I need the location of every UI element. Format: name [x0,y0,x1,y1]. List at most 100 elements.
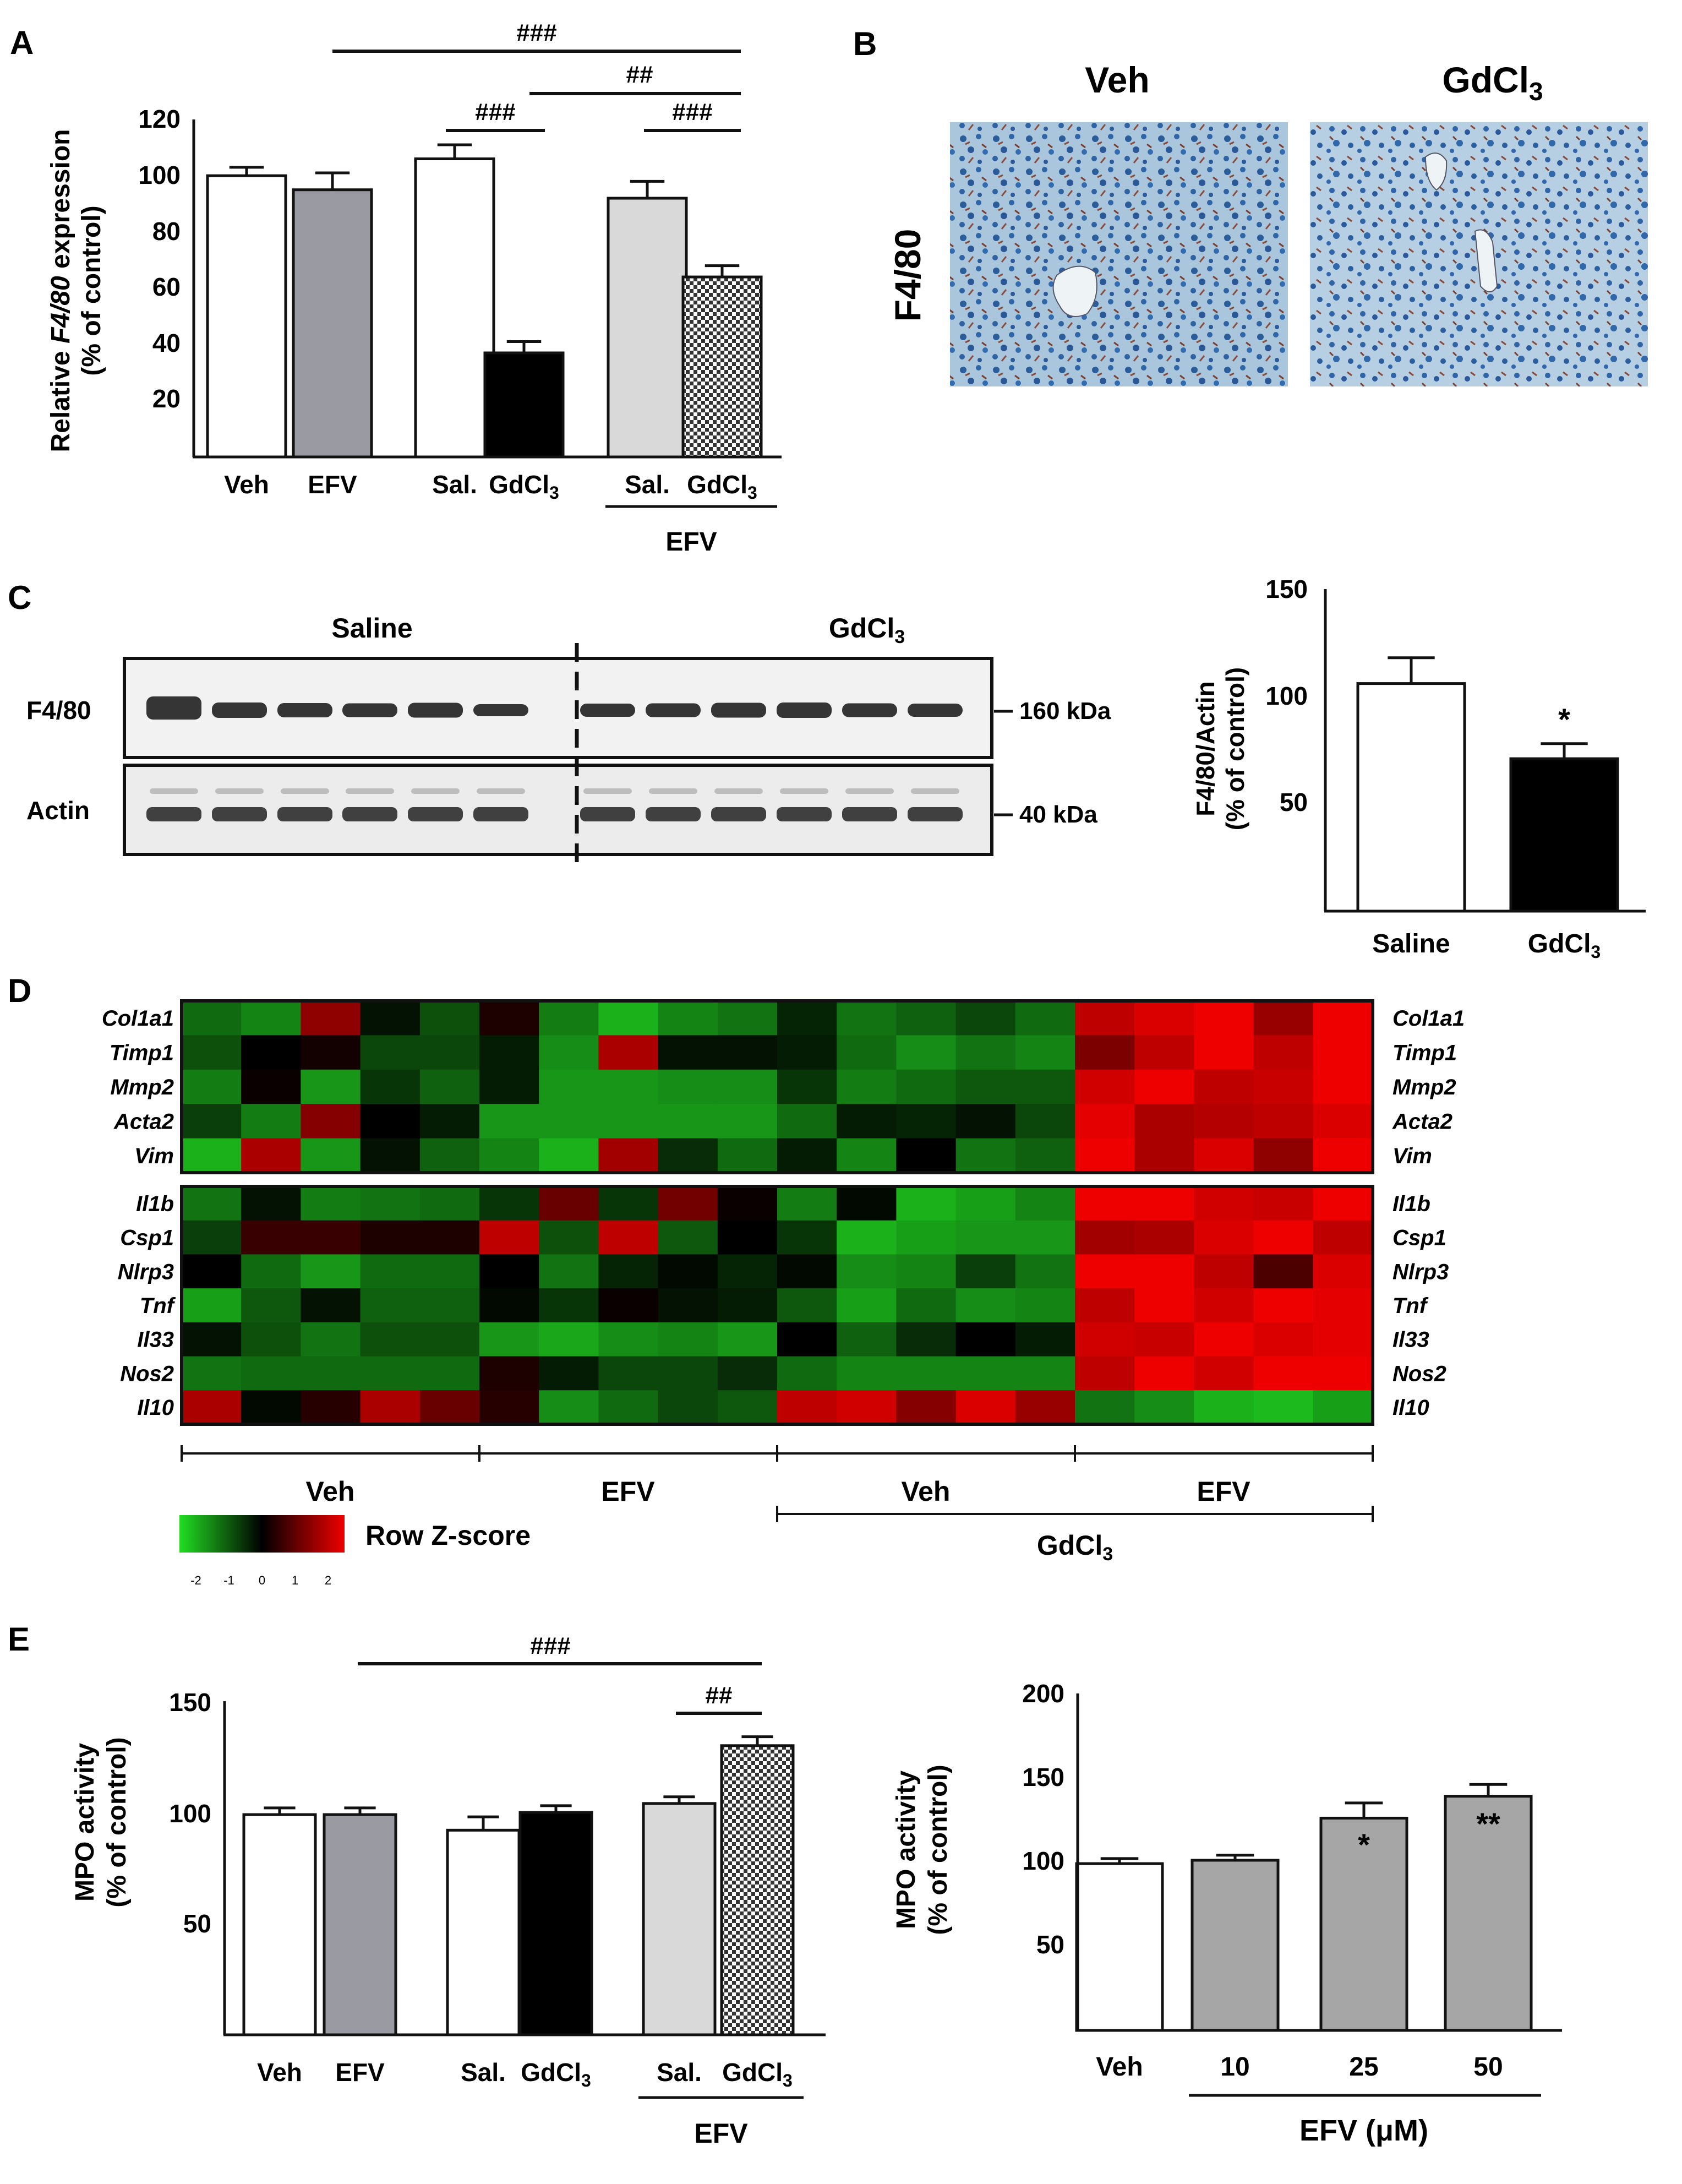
heatmap-cell [241,1069,301,1104]
heatmap-cell [658,1069,718,1104]
gene-label: Nos2 [120,1361,174,1386]
panel-b: B Veh GdCl3 F4/80 [853,25,1648,386]
heatmap-cell [241,1104,301,1139]
heatmap-cell [717,1035,778,1070]
heatmap-cell [1194,1322,1254,1357]
actin-faint-band [346,788,394,794]
heatmap-cell [598,1138,659,1173]
heatmap-cell [955,1220,1016,1255]
heatmap-cell [658,1104,718,1139]
zscore-tick: 1 [292,1573,298,1587]
heatmap-cell [1075,1069,1135,1104]
heatmap-cell [360,1322,420,1357]
heatmap-cell [658,1001,718,1036]
heatmap-cell [1134,1138,1194,1173]
heatmap-cell [539,1254,599,1289]
heatmap-cell [717,1390,778,1425]
a-xlabel: EFV [308,470,357,499]
group-label-veh: Veh [306,1476,355,1507]
heatmap-cell [1075,1186,1135,1221]
heatmap-cell [658,1288,718,1323]
e-sig-label: ### [530,1632,570,1659]
heatmap-cell [479,1322,539,1357]
heatmap-cell [360,1254,420,1289]
heatmap-cell [837,1138,897,1173]
heatmap-cell [598,1035,659,1070]
actin-band [408,807,463,821]
heatmap-cell [1313,1186,1373,1221]
gene-label: Col1a1 [1392,1006,1465,1031]
heatmap-cell [777,1254,837,1289]
e2-xlabel: 10 [1220,2052,1249,2082]
heatmap-cell [419,1220,480,1255]
heatmap-cell [1313,1356,1373,1391]
heatmap-cell [658,1186,718,1221]
e2-y-axis-subtitle: (% of control) [924,1764,953,1935]
e2-star: ** [1476,1806,1500,1841]
kda-160-label: 160 kDa [1019,698,1111,725]
heatmap-top-border [180,999,1374,1174]
heatmap-cell [658,1138,718,1173]
heatmap-cell [777,1138,837,1173]
e-ytick: 100 [169,1799,211,1828]
heatmap-cell [1253,1001,1314,1036]
blot-bands [146,696,963,821]
heatmap-cell [955,1186,1016,1221]
heatmap-cell [777,1069,837,1104]
panel-c: C Saline GdCl3 F4/80 Actin 160 kDa 40 kD… [8,575,1646,962]
heatmap-cell [837,1035,897,1070]
gene-label: Il10 [1392,1396,1429,1420]
heatmap-cell [1253,1069,1314,1104]
heatmap-cell [1015,1220,1075,1255]
e2-bar [1075,1862,1164,2032]
a-ytick: 20 [152,384,181,413]
gdcl3-treatment-label: GdCl3 [1037,1530,1113,1565]
actin-faint-band [150,788,198,794]
heatmap-cell [896,1001,957,1036]
a-sig-label: ### [516,19,556,46]
e2-ytick: 200 [1022,1679,1064,1708]
heatmap-cell [658,1356,718,1391]
heatmap-cell [1134,1035,1194,1070]
heatmap-cell [479,1001,539,1036]
a-bar [292,188,373,459]
heatmap-cell [479,1138,539,1173]
heatmap-cell [1015,1138,1075,1173]
heatmap-cell [419,1035,480,1070]
heatmap-cell [479,1220,539,1255]
actin-faint-band [281,788,329,794]
e2-xlabel: Veh [1096,2052,1143,2082]
panel-label-b: B [853,25,877,62]
heatmap-cell [1015,1288,1075,1323]
heatmap-cell [777,1186,837,1221]
actin-band [908,807,963,821]
heatmap-cell [896,1254,957,1289]
heatmap-cell [598,1322,659,1357]
heatmap-cell [837,1186,897,1221]
heatmap-cell [1194,1001,1254,1036]
heatmap-cell [1194,1104,1254,1139]
heatmap-cell [1313,1104,1373,1139]
heatmap-cell [1015,1322,1075,1357]
heatmap-cell [419,1288,480,1323]
heatmap-cell [360,1001,420,1036]
heatmap-cell [717,1069,778,1104]
f480-band [277,703,332,717]
heatmap-cell [1194,1390,1254,1425]
heatmap-cell [896,1322,957,1357]
gene-label: Csp1 [1392,1226,1446,1250]
gene-labels-left: Col1a1 Timp1 Mmp2 Acta2 Vim Il1b Csp1 Nlrp3 Tnf I… [102,1006,176,1420]
heatmap-cell [955,1356,1016,1391]
a-xlabel-gdcl3: GdCl3 [489,470,559,503]
heatmap-cell [717,1356,778,1391]
heatmap-cell [1134,1186,1194,1221]
e-bar [720,1744,795,2036]
heatmap-cell [360,1035,420,1070]
b-veh-vessel [1052,265,1097,317]
b-gdcl3-label: GdCl3 [1442,59,1543,106]
heatmap-cell [360,1356,420,1391]
c-ytick: 50 [1280,788,1308,816]
heatmap-cell [598,1001,659,1036]
c-ytick: 150 [1265,575,1308,603]
gene-label: Nlrp3 [1392,1260,1449,1284]
